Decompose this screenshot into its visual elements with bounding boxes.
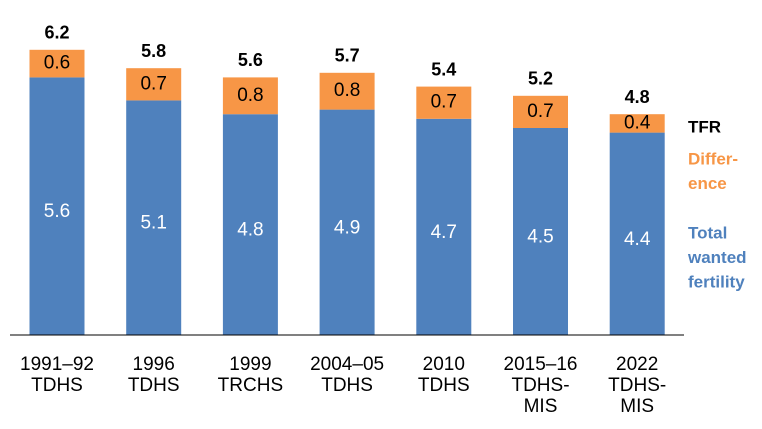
legend-label: Total [688, 223, 727, 242]
total-label: 6.2 [44, 23, 69, 43]
x-tick-label: TDHS [418, 375, 470, 396]
bar-segment [609, 132, 665, 335]
value-label: 5.1 [140, 213, 166, 234]
value-label: 0.7 [527, 101, 553, 122]
total-label: 5.7 [335, 46, 360, 66]
legend-label: Differ- [688, 149, 738, 168]
total-label: 5.4 [431, 59, 456, 79]
x-tick-label: TDHS- [608, 375, 666, 396]
bar-segment [222, 77, 278, 115]
x-tick-label: TDHS [321, 375, 373, 396]
total-label: 5.2 [528, 69, 553, 89]
bar-segment [29, 77, 85, 336]
x-tick-label: 1996 [133, 354, 175, 375]
value-label: 0.8 [334, 80, 360, 101]
value-label: 0.7 [140, 73, 166, 94]
x-tick-label: TDHS [128, 375, 180, 396]
value-label: 0.8 [237, 85, 263, 106]
value-label: 4.8 [237, 220, 263, 241]
bar-segment [126, 100, 182, 336]
bar-segment [29, 49, 85, 78]
legend-label: ence [688, 174, 727, 193]
bar-segment [319, 109, 375, 335]
value-label: 4.7 [431, 222, 457, 243]
bar-segment [416, 118, 472, 335]
total-label: 5.8 [141, 41, 166, 61]
x-tick-label: TRCHS [218, 375, 283, 396]
x-tick-label: 2015–16 [504, 354, 578, 375]
x-tick-label: 1991–92 [20, 354, 94, 375]
bar-segment [513, 128, 568, 335]
x-tick-label: MIS [524, 396, 558, 417]
bar-segment [513, 95, 568, 128]
bar-segment [609, 114, 665, 133]
value-label: 4.5 [527, 227, 553, 248]
x-tick-label: TDHS- [511, 375, 569, 396]
value-label: 5.6 [44, 201, 70, 222]
legend-label: TFR [688, 117, 721, 136]
bar-segment [126, 68, 182, 101]
total-label: 4.8 [625, 87, 650, 107]
x-tick-label: 2004–05 [310, 354, 384, 375]
legend-label: fertility [688, 272, 745, 291]
value-label: 0.6 [44, 53, 70, 74]
x-tick-label: MIS [620, 396, 654, 417]
x-tick-label: 2010 [423, 354, 465, 375]
value-label: 0.7 [431, 92, 457, 113]
x-tick-label: 1999 [229, 354, 271, 375]
bar-segment [222, 114, 278, 335]
legend-label: wanted [687, 248, 747, 267]
x-tick-label: 2022 [616, 354, 658, 375]
bar-segment [319, 72, 375, 110]
value-label: 4.9 [334, 217, 360, 238]
total-label: 5.6 [238, 50, 263, 70]
value-label: 0.4 [624, 112, 651, 133]
value-label: 4.4 [624, 229, 651, 250]
bar-segment [416, 86, 472, 119]
x-tick-label: TDHS [31, 375, 83, 396]
